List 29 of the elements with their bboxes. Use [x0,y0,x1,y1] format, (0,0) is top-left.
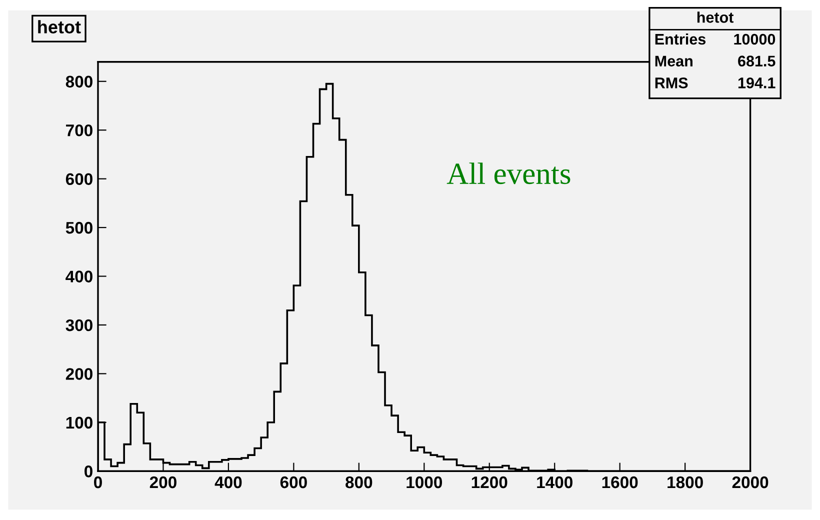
text: hetot [697,12,734,23]
x-tick-label: 800 [346,476,372,488]
y-tick-label: 700 [66,124,92,136]
x-tick-label: 1000 [406,476,442,488]
text: Entries [655,33,706,45]
x-tick-label: 1800 [668,476,703,488]
y-tick-label: 600 [66,173,92,186]
annotation: 681.5 [738,56,776,66]
x-tick-label: 2000 [732,476,768,488]
x-tick-label: 0 [94,476,102,488]
x-tick-label: 200 [150,476,176,488]
x-tick-label: 1200 [472,476,508,488]
x-tick-label: 1400 [537,476,572,488]
y-tick-label: 400 [66,270,92,282]
annotation: All events [446,162,570,184]
y-tick-label: 0 [84,466,92,478]
x-tick-label: 400 [214,476,242,488]
annotation: Mean [655,56,692,66]
y-tick-label: 300 [66,319,92,332]
y-tick-label: 500 [66,222,92,234]
y-tick-label: 200 [66,368,92,380]
x-tick-label: 1600 [602,476,638,488]
text: 10000 [734,34,776,45]
annotation: RMS [655,78,688,88]
y-tick-label: 100 [66,416,92,429]
y-tick-label: 800 [66,76,92,88]
annotation: 194.1 [738,78,776,88]
chart-title: hetot [38,20,81,34]
x-tick-label: 600 [280,476,307,488]
